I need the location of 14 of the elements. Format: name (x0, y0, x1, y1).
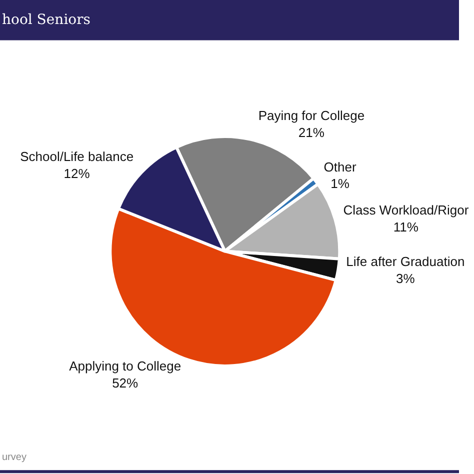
data-label: 12% (64, 166, 90, 181)
slice-label: Paying for College (258, 108, 365, 124)
data-label: 11% (393, 219, 419, 234)
text: urvey (2, 452, 26, 463)
data-label: 1% (330, 176, 350, 192)
slice-label: Applying to College (69, 358, 182, 374)
slice-label: Class Workload/Rigor (343, 202, 470, 218)
data-label: 21% (298, 125, 325, 140)
slice-label: School/Life balance (20, 148, 134, 164)
chart-title: hool Seniors (2, 12, 90, 28)
slice-label: Life after Graduation (346, 254, 465, 270)
data-label: 3% (396, 270, 416, 286)
slice-label: Other (324, 159, 357, 174)
data-label: 52% (112, 376, 139, 391)
